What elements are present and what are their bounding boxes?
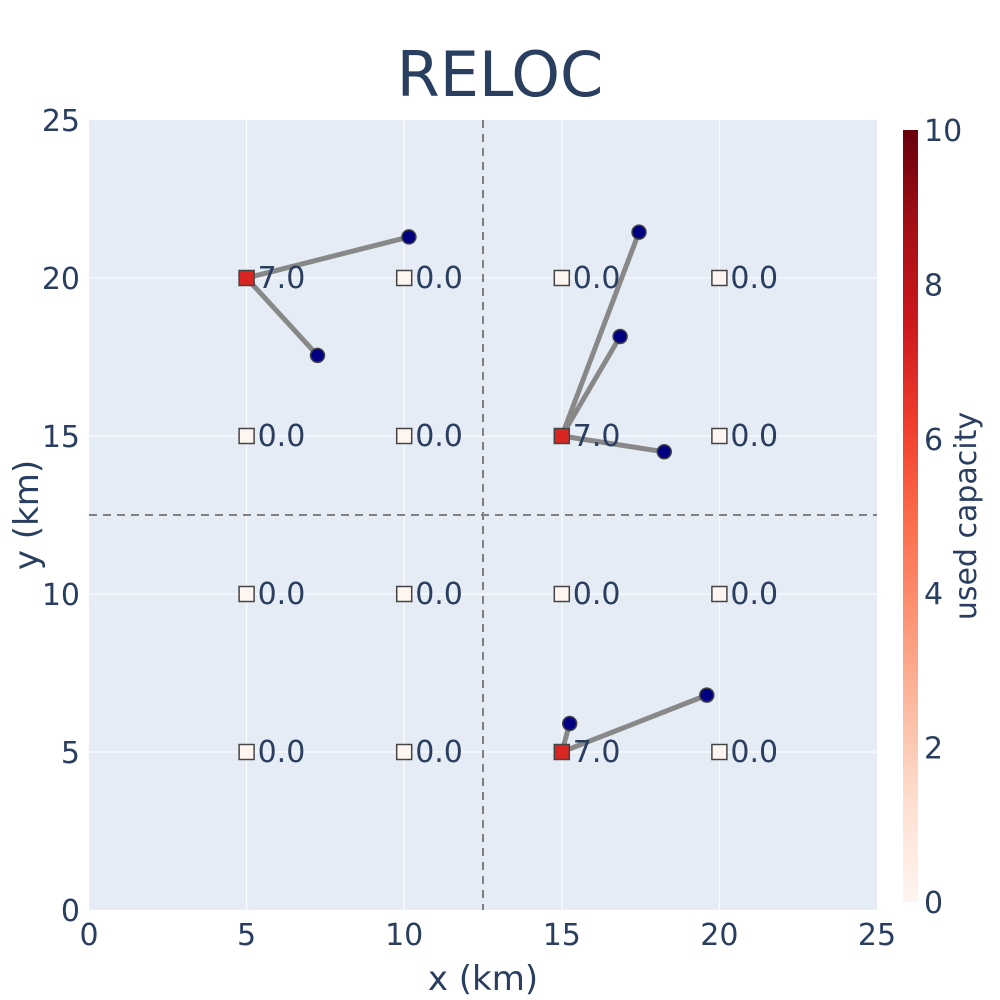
facility-label: 0.0 — [415, 735, 463, 770]
x-tick-label: 15 — [543, 918, 581, 953]
facility-marker — [553, 585, 571, 603]
assignment-line — [245, 234, 410, 281]
facility-6: 7.0 — [553, 419, 621, 454]
facility-8: 0.0 — [238, 577, 306, 612]
facility-label: 7.0 — [258, 261, 306, 296]
facility-marker — [395, 585, 413, 603]
colorbar-tick-label: 6 — [924, 423, 943, 458]
assignment-line — [561, 433, 665, 455]
facility-label: 0.0 — [415, 577, 463, 612]
facility-7: 0.0 — [711, 419, 778, 454]
y-tick-label: 0 — [61, 894, 80, 929]
customer-point-0 — [401, 229, 417, 245]
assignment-line — [244, 276, 320, 358]
facility-label: 0.0 — [415, 419, 463, 454]
x-tick-label: 25 — [858, 918, 896, 953]
colorbar-tick-label: 0 — [924, 886, 943, 921]
facility-marker — [395, 427, 413, 445]
facility-4: 0.0 — [238, 419, 306, 454]
facility-label: 0.0 — [730, 735, 778, 770]
y-axis-ticks: 0 5 10 15 20 25 — [42, 104, 80, 929]
facility-11: 0.0 — [711, 577, 778, 612]
facility-14: 7.0 — [553, 735, 621, 770]
facility-0: 7.0 — [238, 261, 306, 296]
facility-10: 0.0 — [553, 577, 621, 612]
facility-marker — [711, 269, 728, 287]
facility-marker — [553, 743, 571, 761]
customer-point-2 — [631, 224, 647, 240]
facility-marker — [395, 269, 413, 287]
facility-1: 0.0 — [395, 261, 463, 296]
facility-label: 0.0 — [730, 419, 778, 454]
x-tick-label: 5 — [237, 918, 256, 953]
facility-label: 0.0 — [730, 577, 778, 612]
x-axis-ticks: 0 5 10 15 20 25 — [79, 918, 896, 953]
customer-point-1 — [309, 347, 326, 364]
facility-marker — [395, 743, 413, 761]
y-tick-label: 20 — [42, 262, 80, 297]
facility-marker — [711, 427, 728, 445]
facility-12: 0.0 — [238, 735, 306, 770]
facility-label: 0.0 — [258, 419, 306, 454]
facility-3: 0.0 — [711, 261, 778, 296]
facility-marker — [238, 585, 255, 603]
facility-marker — [553, 427, 571, 445]
x-tick-label: 10 — [385, 918, 423, 953]
x-axis-title: x (km) — [428, 959, 538, 999]
x-tick-label: 20 — [700, 918, 738, 953]
y-tick-label: 15 — [42, 420, 80, 455]
facility-5: 0.0 — [395, 419, 463, 454]
colorbar — [903, 130, 918, 902]
facility-marker — [238, 269, 255, 287]
colorbar-tick-label: 8 — [924, 268, 943, 303]
facility-label: 0.0 — [415, 261, 463, 296]
facility-label: 0.0 — [573, 577, 621, 612]
y-axis-title: y (km) — [7, 460, 47, 570]
colorbar-ticks: 0 2 4 6 8 10 — [924, 114, 962, 921]
assignment-line — [560, 692, 708, 755]
facility-markers: 7.0 0.0 0.0 0.0 0.0 0.0 7.0 0.0 0.0 0.0 0.0 0.0 0.0 0… — [238, 261, 778, 770]
facility-label: 7.0 — [573, 735, 621, 770]
customer-point-3 — [612, 328, 628, 345]
facility-2: 0.0 — [553, 261, 621, 296]
customer-point-4 — [656, 444, 672, 460]
customer-markers — [309, 224, 715, 732]
y-tick-label: 5 — [61, 736, 80, 771]
colorbar-tick-label: 10 — [924, 114, 962, 149]
facility-label: 0.0 — [573, 261, 621, 296]
quadrant-dividers — [89, 120, 877, 910]
facility-marker — [238, 427, 255, 445]
x-tick-label: 0 — [79, 918, 98, 953]
facility-label: 0.0 — [730, 261, 778, 296]
facility-label: 0.0 — [258, 735, 306, 770]
facility-13: 0.0 — [395, 735, 463, 770]
chart-title: RELOC — [397, 38, 604, 111]
colorbar-tick-label: 2 — [924, 732, 943, 767]
customer-point-6 — [699, 687, 715, 703]
y-tick-label: 25 — [42, 104, 80, 139]
facility-15: 0.0 — [711, 735, 778, 770]
facility-9: 0.0 — [395, 577, 463, 612]
facility-label: 0.0 — [258, 577, 306, 612]
assignment-line — [559, 335, 623, 438]
customer-point-5 — [561, 715, 578, 732]
facility-marker — [711, 585, 728, 603]
y-tick-label: 10 — [42, 578, 80, 613]
colorbar-tick-label: 4 — [924, 577, 943, 612]
colorbar-title: used capacity — [949, 412, 984, 620]
assignment-line — [559, 231, 642, 437]
facility-marker — [711, 743, 728, 761]
facility-label: 7.0 — [573, 419, 621, 454]
assignment-lines — [244, 231, 708, 755]
facility-marker — [238, 743, 255, 761]
facility-marker — [553, 269, 571, 287]
